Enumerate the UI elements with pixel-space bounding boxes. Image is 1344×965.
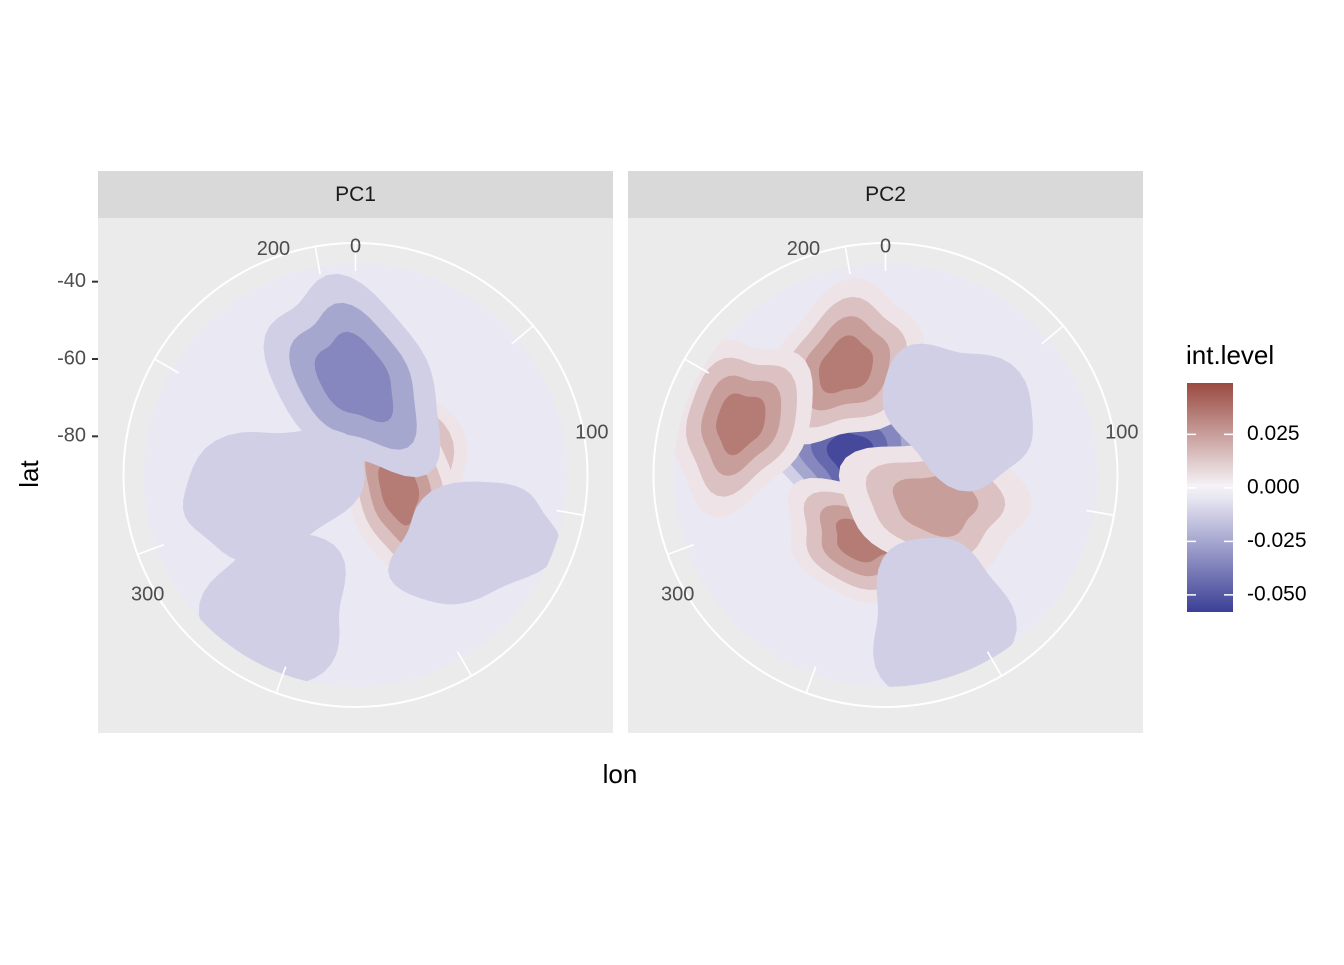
lon-tick-label: 100	[1105, 422, 1138, 444]
facet-label: PC1	[335, 183, 376, 206]
lat-tick-label: -40	[57, 270, 86, 292]
contour-band	[198, 531, 346, 687]
lat-tick-label: -60	[57, 347, 86, 369]
lon-tick-label: 300	[661, 583, 694, 605]
grid-spoke	[456, 651, 473, 677]
lat-axis: -40 -60 -80	[57, 270, 98, 447]
grid-spoke	[137, 544, 165, 556]
grid-spoke	[667, 544, 695, 556]
contour-field	[673, 263, 1098, 687]
facet-label: PC2	[865, 183, 906, 206]
grid-spoke	[684, 358, 710, 374]
contour-band	[873, 537, 1017, 687]
contour-feature	[882, 343, 1033, 492]
panel-pc2: PC2 0 100 200 300	[628, 171, 1143, 733]
contour-band	[892, 475, 979, 537]
contour-band	[882, 343, 1033, 492]
grid-spoke	[154, 358, 180, 374]
panels: PC1 0 100 200 300 PC2 0 100 200 300	[98, 171, 1143, 733]
grid-spoke	[986, 651, 1003, 677]
polar-grid	[122, 242, 589, 708]
grid-spoke	[1086, 509, 1115, 517]
lon-tick-label: 0	[350, 235, 361, 257]
lon-tick-label: 0	[880, 235, 891, 257]
contour-band	[388, 481, 561, 605]
lon-tick-label: 300	[131, 583, 164, 605]
legend-tick-label: -0.050	[1247, 582, 1307, 605]
lon-tick-label: 100	[575, 422, 608, 444]
contour-feature	[263, 273, 441, 478]
grid-spoke	[805, 666, 817, 694]
grid-spoke	[314, 246, 321, 275]
lon-tick-label: 200	[257, 238, 290, 260]
contour-band	[716, 393, 766, 456]
contour-feature	[873, 537, 1017, 687]
contour-feature	[388, 481, 561, 605]
facet-strip	[98, 171, 613, 218]
grid-spoke	[275, 666, 287, 694]
legend-colorbar	[1187, 383, 1233, 612]
legend-tick-label: 0.025	[1247, 422, 1300, 445]
facet-strip	[628, 171, 1143, 218]
lat-tick-label: -80	[57, 425, 86, 447]
polar-grid	[652, 242, 1119, 708]
grid-spoke	[511, 325, 534, 345]
contour-band	[314, 331, 394, 423]
legend-ticks: 0.025 0.000 -0.025 -0.050	[1187, 422, 1307, 605]
contour-band	[818, 335, 874, 394]
x-axis-title: lon	[603, 759, 638, 789]
contour-feature	[673, 339, 813, 518]
axis-titles: lon lat	[14, 459, 637, 789]
legend-title: int.level	[1186, 340, 1274, 370]
contour-band	[378, 462, 420, 526]
contour-feature	[183, 428, 365, 564]
lon-tick-label: 200	[787, 238, 820, 260]
contour-feature	[198, 531, 346, 687]
contour-field	[143, 263, 568, 687]
legend-tick-label: -0.025	[1247, 529, 1307, 552]
legend: int.level 0.025 0.000 -0.025 -0.050	[1186, 340, 1307, 612]
contour-band	[183, 428, 365, 564]
grid-spoke	[1041, 325, 1064, 345]
grid-spoke	[844, 246, 851, 275]
panel-pc1: PC1 0 100 200 300	[98, 171, 613, 733]
legend-tick-label: 0.000	[1247, 475, 1300, 498]
y-axis-title: lat	[14, 459, 44, 487]
grid-spoke	[556, 509, 585, 517]
